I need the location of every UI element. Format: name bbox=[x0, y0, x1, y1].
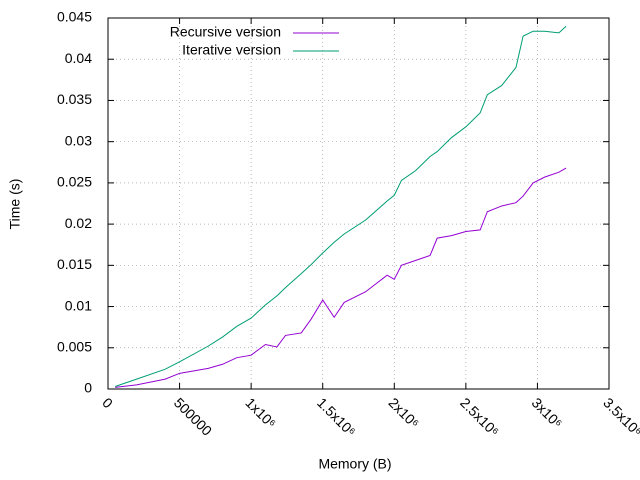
y-tick-label: 0.02 bbox=[65, 215, 92, 231]
x-tick-label: 1.5x10⁶ bbox=[314, 394, 359, 439]
x-tick-label: 3x10⁶ bbox=[529, 394, 566, 431]
x-tick-label: 500000 bbox=[171, 394, 215, 438]
y-tick-label: 0.01 bbox=[65, 297, 92, 313]
series-line bbox=[115, 167, 567, 388]
plot-border bbox=[107, 17, 610, 390]
y-tick-label: 0.03 bbox=[65, 132, 92, 148]
x-tick-label: 2x10⁶ bbox=[386, 394, 423, 431]
y-tick-label: 0.025 bbox=[57, 174, 92, 190]
y-axis-label: Time (s) bbox=[7, 179, 23, 230]
legend-label: Recursive version bbox=[170, 24, 281, 40]
x-axis-label: Memory (B) bbox=[318, 456, 391, 472]
y-tick-label: 0 bbox=[84, 380, 92, 396]
y-tick-label: 0.045 bbox=[57, 9, 92, 25]
legend-label: Iterative version bbox=[182, 42, 281, 58]
y-tick-label: 0.015 bbox=[57, 256, 92, 272]
y-tick-label: 0.035 bbox=[57, 91, 92, 107]
x-tick-label: 1x10⁶ bbox=[242, 394, 279, 431]
y-tick-label: 0.04 bbox=[65, 50, 92, 66]
x-tick-label: 2.5x10⁶ bbox=[457, 394, 502, 439]
y-tick-label: 0.005 bbox=[57, 338, 92, 354]
x-tick-label: 0 bbox=[99, 394, 116, 411]
x-tick-label: 3.5x10⁶ bbox=[600, 394, 640, 439]
series-line bbox=[114, 25, 567, 387]
